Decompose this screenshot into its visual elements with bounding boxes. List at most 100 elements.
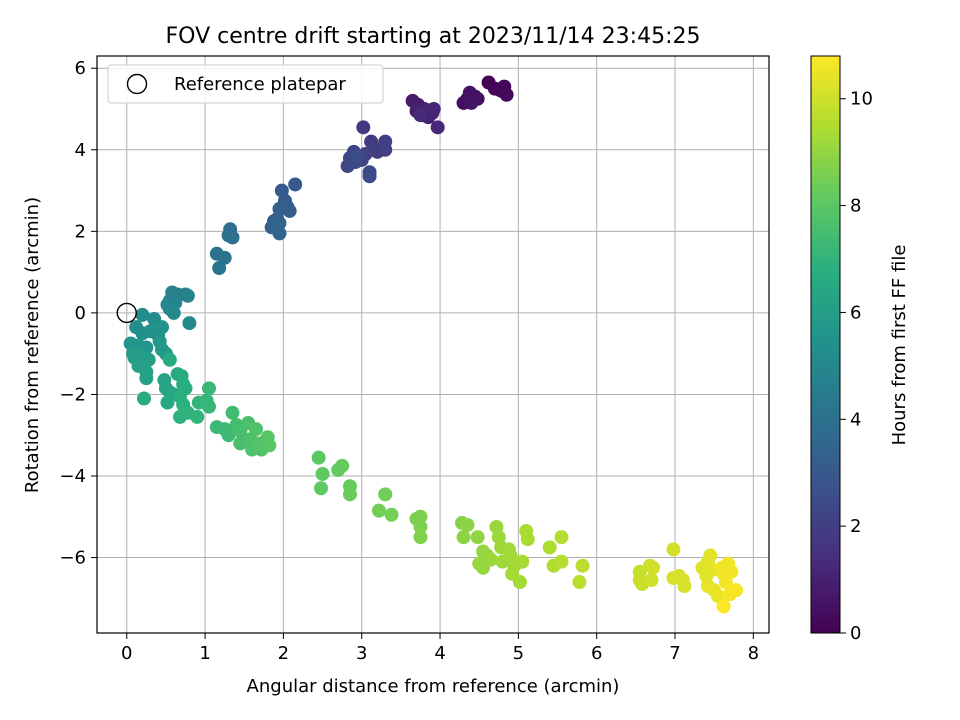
x-tick-label: 7 <box>669 643 680 664</box>
data-point <box>666 542 681 557</box>
data-point <box>430 120 445 135</box>
data-point <box>136 391 151 406</box>
data-point <box>554 530 569 545</box>
x-axis-label: Angular distance from reference (arcmin) <box>247 676 620 697</box>
colorbar-tick-label: 8 <box>850 196 861 217</box>
data-point <box>315 466 330 481</box>
data-point <box>190 409 205 424</box>
x-tick-label: 3 <box>356 643 367 664</box>
data-point <box>350 148 365 163</box>
data-point <box>413 530 428 545</box>
colorbar-gradient <box>811 56 840 633</box>
x-tick-label: 8 <box>748 643 759 664</box>
data-point <box>362 169 377 184</box>
colorbar-tick-label: 10 <box>850 89 873 110</box>
data-point <box>413 108 428 123</box>
data-point <box>724 564 739 579</box>
y-tick-label: 2 <box>75 221 86 242</box>
data-point <box>139 371 154 386</box>
data-point <box>384 507 399 522</box>
data-point <box>371 503 386 518</box>
data-point <box>272 216 287 231</box>
data-point <box>342 487 357 502</box>
data-point <box>262 438 277 453</box>
data-point <box>340 159 355 174</box>
y-tick-label: 0 <box>75 303 86 324</box>
legend-entry-label: Reference platepar <box>174 74 346 95</box>
reference-platepar-marker <box>116 302 137 324</box>
data-point <box>378 142 393 157</box>
data-point <box>413 519 428 534</box>
data-point <box>225 230 240 245</box>
colorbar: 0 2 4 6 8 10 Hours from first FF file <box>810 55 910 644</box>
data-point <box>356 120 371 135</box>
data-point <box>575 558 590 573</box>
y-tick-label: −6 <box>59 548 86 569</box>
data-point <box>703 548 718 563</box>
data-point <box>162 352 177 367</box>
data-point <box>272 226 287 241</box>
data-point <box>716 599 731 614</box>
colorbar-label: Hours from first FF file <box>889 245 910 446</box>
legend-box <box>107 64 384 104</box>
scatter-points <box>116 75 744 614</box>
data-point <box>460 517 475 532</box>
data-point <box>202 399 216 414</box>
data-point <box>160 395 175 410</box>
colorbar-tick-label: 0 <box>850 623 861 644</box>
data-point <box>288 177 303 192</box>
data-point <box>225 405 240 420</box>
colorbar-tick-label: 6 <box>850 302 861 323</box>
data-point <box>515 554 530 569</box>
data-point <box>499 87 514 102</box>
data-point <box>426 102 441 117</box>
data-point <box>512 575 527 590</box>
data-point <box>202 381 216 396</box>
colorbar-tick-label: 2 <box>850 516 861 537</box>
chart-title: FOV centre drift starting at 2023/11/14 … <box>166 24 701 49</box>
legend-reference-marker <box>126 73 148 95</box>
y-tick-label: 6 <box>75 58 86 79</box>
x-tick-label: 4 <box>434 643 445 664</box>
data-point <box>180 288 195 303</box>
data-point <box>135 307 150 322</box>
plot-frame <box>96 55 770 634</box>
y-tick-label: 4 <box>75 140 86 161</box>
data-point <box>141 352 156 367</box>
data-point <box>212 261 227 276</box>
data-point <box>311 450 326 465</box>
data-point <box>378 487 393 502</box>
y-tick-label: −4 <box>59 466 86 487</box>
legend: Reference platepar <box>107 64 384 104</box>
data-point <box>221 428 236 443</box>
data-point <box>729 583 744 598</box>
data-point <box>464 95 479 110</box>
colorbar-ticks: 0 2 4 6 8 10 <box>840 89 873 644</box>
data-point <box>248 422 263 437</box>
data-point <box>413 509 428 524</box>
x-tick-label: 6 <box>591 643 602 664</box>
data-point <box>646 560 661 575</box>
data-point <box>542 540 557 555</box>
axes: 0 1 2 3 4 5 6 7 8 −6 −4 −2 0 2 4 6 <box>59 58 759 664</box>
colorbar-tick-label: 4 <box>850 409 861 430</box>
x-tick-label: 2 <box>278 643 289 664</box>
x-tick-label: 5 <box>513 643 524 664</box>
y-axis-label: Rotation from reference (arcmin) <box>22 197 43 493</box>
data-point <box>677 579 692 594</box>
data-point <box>470 530 485 545</box>
y-tick-label: −2 <box>59 384 86 405</box>
data-point <box>314 481 328 496</box>
data-point <box>483 552 498 567</box>
data-point <box>554 554 569 569</box>
data-point <box>644 572 659 587</box>
data-point <box>335 458 350 473</box>
data-point <box>520 532 535 547</box>
data-point <box>182 316 197 331</box>
x-tick-label: 0 <box>121 643 132 664</box>
data-point <box>456 530 471 545</box>
data-point <box>572 575 587 590</box>
data-point <box>166 305 181 320</box>
colorbar-frame <box>810 55 841 634</box>
